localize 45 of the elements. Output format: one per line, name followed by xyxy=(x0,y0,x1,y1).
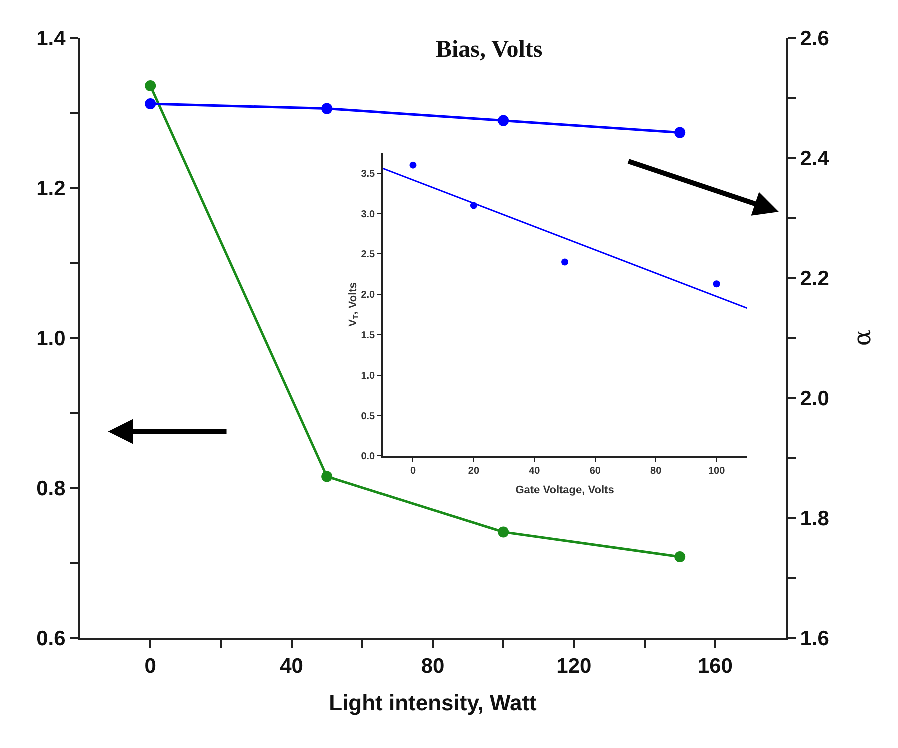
x-axis-title: Gate Voltage, Volts xyxy=(516,484,614,497)
x-tick-label: 160 xyxy=(698,655,733,678)
y-tick-label: 0.8 xyxy=(36,477,66,500)
y2-tick-label: 2.6 xyxy=(800,27,830,50)
point xyxy=(410,162,417,169)
y2-tick-label: 1.8 xyxy=(800,507,830,530)
x-tick-label: 40 xyxy=(529,466,541,477)
x-tick-label: 40 xyxy=(280,655,304,678)
point xyxy=(498,115,510,126)
x-tick-label: 100 xyxy=(708,466,726,477)
point xyxy=(674,127,686,138)
point xyxy=(562,258,569,266)
x-tick-label: 20 xyxy=(468,466,480,477)
y-tick-label: 2.0 xyxy=(361,290,376,302)
point xyxy=(674,552,686,562)
y-tick-label: 1.5 xyxy=(361,330,376,342)
y2-tick-label: 2.0 xyxy=(800,387,830,410)
y2-axis-title: α xyxy=(848,330,877,346)
y-tick-label: 2.5 xyxy=(361,250,376,261)
y-tick-label: 1.0 xyxy=(36,327,66,350)
point xyxy=(322,471,333,482)
y-tick-label: 1.0 xyxy=(361,370,376,382)
y-tick-label: 3.5 xyxy=(361,168,376,180)
y-tick-label: 3.0 xyxy=(361,209,376,220)
y2-tick-label: 2.2 xyxy=(800,267,830,290)
point xyxy=(145,80,156,92)
point xyxy=(145,98,156,110)
x-tick-label: 120 xyxy=(556,655,592,678)
y-tick-label: 1.4 xyxy=(36,27,66,50)
y-tick-label: 1.2 xyxy=(36,177,66,200)
point xyxy=(322,103,333,114)
y-tick-label: 0.0 xyxy=(361,452,376,463)
x-tick-label: 0 xyxy=(144,655,156,678)
point xyxy=(713,280,720,288)
y2-tick-label: 2.4 xyxy=(800,147,830,170)
x-axis-title: Light intensity, Watt xyxy=(329,690,538,716)
x-tick-label: 60 xyxy=(590,466,602,477)
x-tick-label: 80 xyxy=(650,466,662,477)
chart-title: Bias, Volts xyxy=(436,37,543,63)
x-tick-label: 80 xyxy=(421,655,445,678)
y-tick-label: 0.6 xyxy=(36,627,66,650)
y2-tick-label: 1.6 xyxy=(800,627,830,650)
y-tick-label: 0.5 xyxy=(361,411,376,422)
point xyxy=(498,526,510,538)
x-tick-label: 0 xyxy=(410,466,416,477)
